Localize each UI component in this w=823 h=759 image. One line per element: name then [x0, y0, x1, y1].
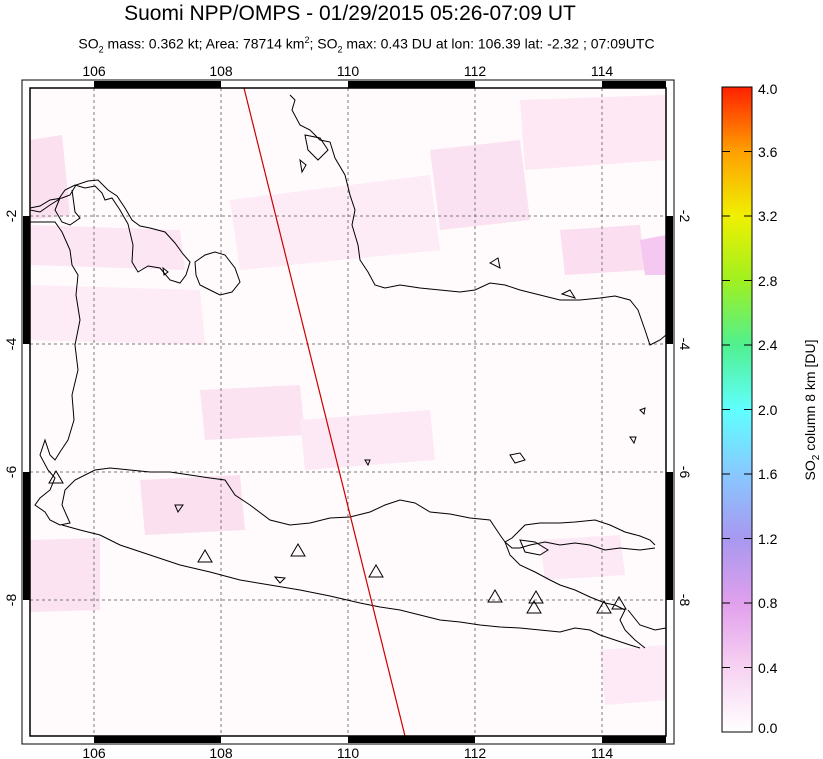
map-title: Suomi NPP/OMPS - 01/29/2015 05:26-07:09 … [124, 2, 576, 25]
mass-area-text: mass: 0.362 kt; Area: 78714 km [103, 35, 305, 52]
volcano-marker [48, 470, 64, 484]
lon-tick-label: 110 [337, 63, 360, 79]
volcano-marker [368, 564, 384, 578]
max-location-text: max: 0.43 DU at lon: 106.39 lat: -2.32 ;… [342, 35, 655, 52]
so2-subscript: 2 [98, 44, 104, 55]
lon-tick-labels-bottom: 106 108 110 112 114 [82, 745, 613, 759]
volcano-marker [290, 543, 306, 557]
colorbar-tick-label: 4.0 [758, 81, 778, 97]
colorbar-tick-labels: 4.0 3.6 3.2 2.8 2.4 2.0 1.6 1.2 0.8 0.4 … [758, 81, 778, 736]
lon-tick-label: 108 [209, 63, 233, 79]
lat-tick-label: -4 [3, 338, 19, 351]
colorbar-tick-label: 0.0 [758, 720, 778, 736]
lon-tick-label: 114 [591, 63, 614, 79]
so2-label: SO [78, 35, 99, 52]
colorbar-tick-label: 2.0 [758, 402, 778, 418]
lat-tick-label: -8 [3, 594, 19, 607]
lat-tick-label: -6 [3, 466, 19, 479]
lat-tick-label: -6 [677, 466, 693, 479]
colorbar-ticks [722, 151, 752, 668]
colorbar-tick-label: 1.2 [758, 531, 778, 547]
colorbar-title: SO2 column 8 km [DU] [802, 340, 822, 481]
lat-tick-label: -2 [677, 210, 693, 223]
map-subtitle: SO2 mass: 0.362 kt; Area: 78714 km2; SO2… [0, 35, 733, 54]
lat-tick-labels-left: -2 -4 -6 -8 [3, 210, 19, 607]
lat-tick-labels-right: -2 -4 -6 -8 [677, 210, 693, 607]
colorbar-tick-label: 3.2 [758, 208, 778, 224]
volcano-marker [611, 596, 627, 610]
lat-tick-label: -2 [3, 210, 19, 223]
volcano-markers [48, 470, 627, 614]
colorbar-tick-label: 1.6 [758, 466, 778, 482]
lon-tick-label: 106 [82, 63, 106, 79]
lon-tick-label: 106 [82, 745, 106, 759]
colorbar-title-sub: 2 [811, 454, 822, 460]
colorbar-tick-label: 2.4 [758, 337, 778, 353]
outer-frame [21, 79, 675, 745]
lon-tick-labels-top: 106 108 110 112 114 [82, 63, 613, 79]
orbit-track-line [243, 88, 406, 736]
area-superscript: 2 [304, 35, 310, 45]
max-label: ; SO [309, 35, 338, 52]
max-subscript: 2 [337, 44, 343, 55]
lon-tick-label: 112 [464, 63, 487, 79]
lat-tick-label: -4 [677, 338, 693, 351]
volcano-marker [197, 549, 213, 563]
colorbar-tick-label: 3.6 [758, 144, 778, 160]
coastlines [30, 94, 666, 649]
volcano-marker [528, 590, 544, 604]
volcano-marker [487, 589, 503, 603]
lon-tick-label: 112 [464, 745, 487, 759]
colorbar-tick-label: 0.8 [758, 595, 778, 611]
colorbar-title-rest: column 8 km [DU] [802, 340, 818, 455]
colorbar-tick-label: 0.4 [758, 660, 778, 676]
lat-tick-label: -8 [677, 594, 693, 607]
border-bars [23, 81, 673, 743]
lon-tick-label: 110 [337, 745, 360, 759]
colorbar-tick-label: 2.8 [758, 273, 778, 289]
volcano-marker [526, 600, 542, 614]
volcano-marker [596, 600, 612, 614]
lon-tick-label: 114 [591, 745, 614, 759]
colorbar-title-so: SO [802, 460, 818, 480]
lon-tick-label: 108 [209, 745, 233, 759]
